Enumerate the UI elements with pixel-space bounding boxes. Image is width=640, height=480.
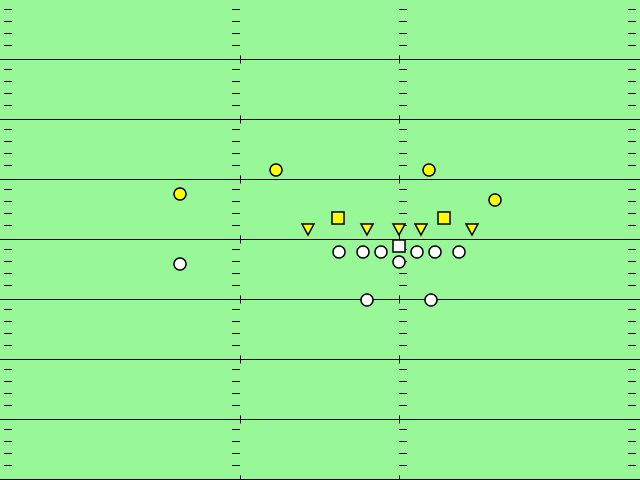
white-player-circle: [428, 245, 442, 259]
white-player-circle: [356, 245, 370, 259]
white-player-circle: [452, 245, 466, 259]
yellow-player-circle: [173, 187, 187, 201]
white-player-square: [392, 239, 406, 253]
yellow-player-triangle: [464, 223, 480, 237]
yellow-player-triangle: [300, 223, 316, 237]
yellow-player-circle: [269, 163, 283, 177]
white-player-circle: [332, 245, 346, 259]
yellow-player-square: [331, 211, 345, 225]
yellow-player-triangle: [413, 223, 429, 237]
white-player-circle: [374, 245, 388, 259]
white-player-circle: [424, 293, 438, 307]
yellow-player-circle: [488, 193, 502, 207]
yellow-player-triangle: [359, 223, 375, 237]
white-player-circle: [360, 293, 374, 307]
yellow-player-circle: [422, 163, 436, 177]
white-player-circle: [392, 255, 406, 269]
yellow-player-square: [437, 211, 451, 225]
white-player-circle: [410, 245, 424, 259]
white-player-circle: [173, 257, 187, 271]
yellow-player-triangle: [391, 223, 407, 237]
